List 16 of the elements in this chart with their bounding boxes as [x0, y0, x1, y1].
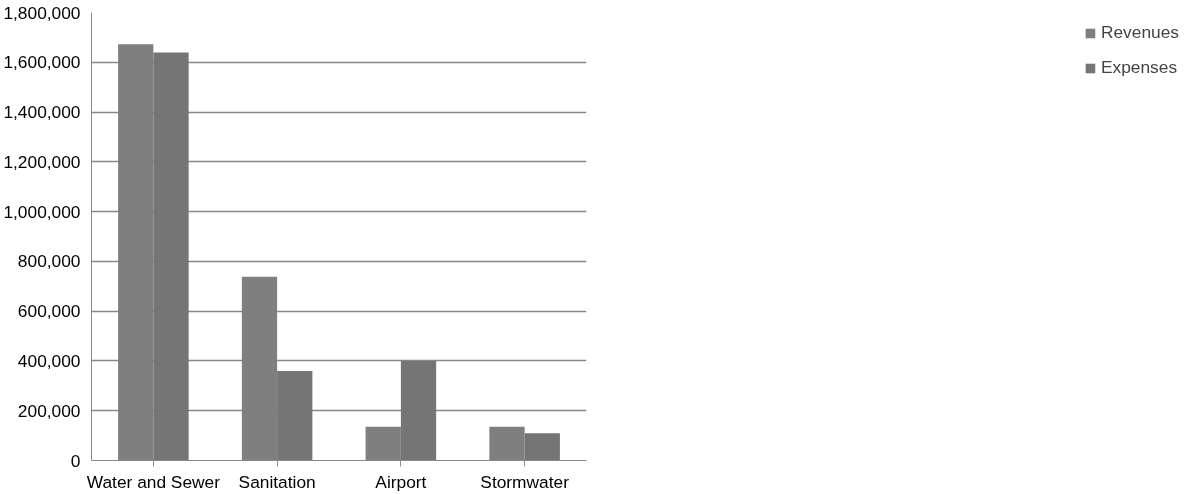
y-tick-label: 400,000 [17, 350, 81, 371]
y-tick-label: 0 [70, 450, 81, 471]
y-tick-label: 800,000 [17, 251, 81, 272]
legend-label: Expenses [1100, 57, 1178, 78]
y-tick-label: 1,600,000 [3, 52, 81, 73]
y-tick-label: 1,200,000 [3, 151, 81, 172]
y-tick-label: 1,000,000 [3, 201, 81, 222]
y-tick-label: 200,000 [17, 400, 81, 421]
x-tick-label: Sanitation [238, 471, 316, 492]
x-tick-label: Stormwater [480, 471, 570, 492]
legend-label: Revenues [1100, 22, 1179, 43]
y-tick-label: 1,800,000 [3, 2, 81, 23]
x-tick-label: Water and Sewer [86, 471, 221, 492]
y-tick-label: 600,000 [17, 301, 81, 322]
y-tick-label: 1,400,000 [3, 102, 81, 123]
x-tick-label: Airport [375, 471, 427, 492]
